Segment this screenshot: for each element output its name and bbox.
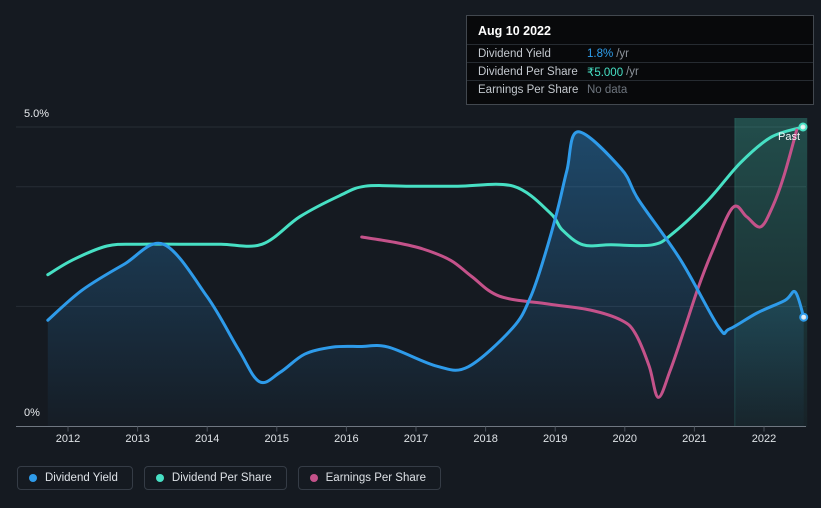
dividend-yield-line: [46, 130, 806, 385]
tooltip-label: Dividend Yield: [478, 47, 551, 60]
dividend-per-share-dot-icon: [155, 474, 164, 482]
x-axis-label-2020: 2020: [612, 433, 638, 445]
earnings-per-share-line: [360, 128, 799, 399]
dividend-per-share-end-marker: [798, 122, 808, 132]
x-axis-label-2018: 2018: [473, 433, 498, 445]
legend-label: Earnings Per Share: [325, 472, 426, 484]
past-region-label: Past: [777, 131, 800, 143]
earnings-per-share-dot-icon: [309, 474, 318, 482]
tooltip-date: Aug 10 2022: [478, 24, 551, 38]
y-axis-label-max: 5.0%: [24, 108, 50, 120]
x-axis-label-2019: 2019: [542, 433, 568, 445]
x-axis-label-2012: 2012: [55, 433, 81, 445]
past-region-band: [734, 118, 808, 427]
y-axis-label-min: 0%: [24, 407, 40, 419]
chart-legend: Dividend Yield Dividend Per Share Earnin…: [17, 466, 441, 490]
legend-item-dividend-per-share[interactable]: Dividend Per Share: [143, 466, 287, 490]
tooltip-label: Earnings Per Share: [478, 83, 579, 96]
tooltip-unit: /yr: [616, 47, 629, 60]
x-axis-label-2021: 2021: [682, 433, 707, 445]
tooltip-value: 1.8%: [587, 47, 614, 60]
x-axis-label-2016: 2016: [334, 433, 359, 445]
dividend-yield-dot-icon: [29, 474, 37, 482]
tooltip-value: ₹5.000: [587, 66, 624, 79]
dividend-per-share-line: [46, 125, 805, 277]
dividend-yield-end-marker: [799, 312, 809, 322]
legend-item-earnings-per-share[interactable]: Earnings Per Share: [297, 466, 441, 490]
tooltip-row-earnings-per-share: Earnings Per Share No data: [467, 80, 813, 98]
dividend-yield-area: [47, 131, 804, 426]
legend-label: Dividend Per Share: [171, 472, 272, 484]
x-axis-label-2014: 2014: [194, 433, 220, 445]
legend-label: Dividend Yield: [45, 472, 118, 484]
x-axis-label-2022: 2022: [751, 433, 777, 445]
x-axis-label-2015: 2015: [264, 433, 290, 445]
x-axis-label-2013: 2013: [125, 433, 150, 445]
x-axis-label-2017: 2017: [403, 433, 429, 445]
tooltip-row-dividend-per-share: Dividend Per Share ₹5.000 /yr: [467, 62, 813, 80]
tooltip-row-dividend-yield: Dividend Yield 1.8% /yr: [467, 44, 813, 62]
legend-item-dividend-yield[interactable]: Dividend Yield: [17, 466, 133, 490]
tooltip-label: Dividend Per Share: [478, 65, 578, 78]
tooltip-value: No data: [587, 83, 628, 96]
tooltip-unit: /yr: [626, 65, 639, 78]
chart-tooltip: Aug 10 2022 Dividend Yield 1.8% /yr Divi…: [466, 15, 814, 105]
